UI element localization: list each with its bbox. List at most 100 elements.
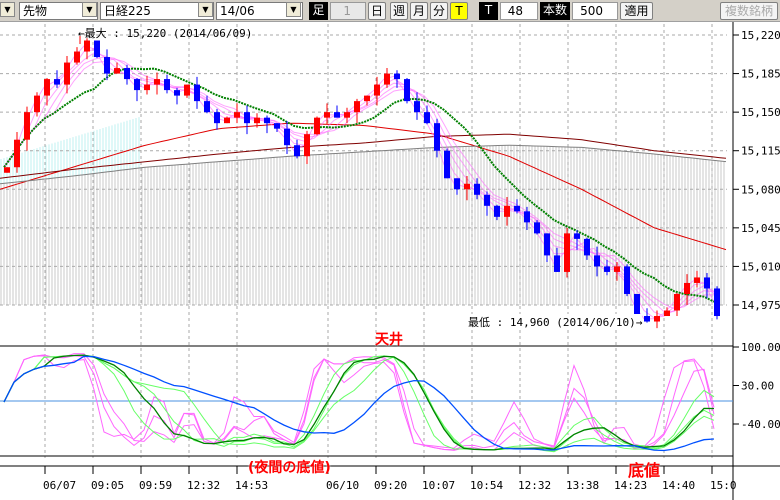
contract-dropdown-button[interactable]: ▼ bbox=[286, 2, 301, 17]
candle-body bbox=[304, 134, 310, 157]
apply-button[interactable]: 適用 bbox=[620, 2, 653, 20]
moving-average-long_ma_brown bbox=[0, 133, 727, 179]
candle-body bbox=[594, 255, 600, 267]
candle-body bbox=[374, 84, 380, 96]
candle-body bbox=[324, 112, 330, 118]
x-tick-label: 12:32 bbox=[187, 479, 220, 492]
candle-body bbox=[664, 310, 670, 317]
candle-body bbox=[34, 95, 40, 113]
candle-body bbox=[24, 112, 30, 140]
oscillator-fast-line bbox=[3, 355, 715, 449]
candle-body bbox=[294, 145, 300, 157]
candle-body bbox=[164, 79, 170, 91]
osc-tick-label: 30.00 bbox=[741, 380, 774, 393]
candle-body bbox=[434, 123, 440, 151]
bar-label: 足 bbox=[309, 2, 328, 20]
index-select[interactable]: 日経225 bbox=[100, 2, 214, 20]
candle-body bbox=[504, 205, 510, 217]
candle-body bbox=[254, 117, 260, 124]
oscillator-mid-line bbox=[3, 354, 715, 453]
x-tick-label: 09:59 bbox=[139, 479, 172, 492]
candle-body bbox=[14, 139, 20, 168]
candle-body bbox=[554, 255, 560, 272]
oscillator-fast-line bbox=[3, 354, 715, 451]
min-annotation: 最低 : 14,960 (2014/06/10)→ bbox=[468, 314, 643, 330]
candle-body bbox=[234, 112, 240, 118]
month-button[interactable]: 月 bbox=[410, 2, 428, 20]
candle-body bbox=[514, 205, 520, 212]
candle-body bbox=[524, 211, 530, 223]
candle-body bbox=[614, 266, 620, 272]
count-value-input[interactable]: 500 bbox=[572, 2, 618, 20]
ceiling-annotation: 天井 bbox=[375, 332, 403, 348]
candle-body bbox=[104, 57, 110, 74]
osc-tick-label: -40.00 bbox=[741, 418, 780, 431]
candle-body bbox=[454, 178, 460, 190]
candle-body bbox=[184, 84, 190, 96]
candle-body bbox=[394, 73, 400, 80]
candle-body bbox=[194, 84, 200, 102]
candle-body bbox=[704, 277, 710, 289]
candle-body bbox=[714, 288, 720, 317]
osc-tick-label: 100.00 bbox=[741, 341, 780, 354]
moving-average-long_ma_red bbox=[0, 122, 727, 251]
minute-button[interactable]: 分 bbox=[430, 2, 448, 20]
price-tick-label: 15,115 bbox=[741, 145, 780, 158]
candle-body bbox=[44, 79, 50, 96]
candle-body bbox=[424, 112, 430, 124]
price-tick-label: 15,045 bbox=[741, 222, 780, 235]
candle-body bbox=[474, 183, 480, 195]
candle-body bbox=[274, 123, 280, 129]
candle-body bbox=[354, 101, 360, 113]
x-tick-label: 09:20 bbox=[374, 479, 407, 492]
candle-body bbox=[334, 112, 340, 118]
contract-select[interactable]: 14/06 bbox=[216, 2, 303, 20]
t-button[interactable]: T bbox=[450, 2, 468, 20]
oscillator-green-line bbox=[3, 354, 715, 451]
price-tick-label: 14,975 bbox=[741, 299, 780, 312]
candle-body bbox=[284, 128, 290, 146]
candle-body bbox=[574, 233, 580, 239]
candle-body bbox=[684, 282, 690, 294]
candle-body bbox=[604, 266, 610, 272]
candle-body bbox=[654, 316, 660, 322]
oscillator-mid-line bbox=[3, 354, 715, 452]
candle-body bbox=[4, 167, 10, 173]
candle-body bbox=[54, 79, 60, 85]
market-select[interactable]: 先物 bbox=[19, 2, 98, 20]
candle-body bbox=[174, 90, 180, 96]
candle-body bbox=[134, 79, 140, 91]
price-chart: 15,220 15,185 15,150 15,115 15,080 15,045 15,0… bbox=[0, 22, 780, 500]
oscillator-blue-line bbox=[3, 355, 715, 452]
candle-body bbox=[694, 277, 700, 283]
candle-body bbox=[344, 112, 350, 118]
candle-body bbox=[464, 183, 470, 190]
candle-body bbox=[584, 238, 590, 256]
candle-body bbox=[264, 117, 270, 124]
week-button[interactable]: 週 bbox=[390, 2, 408, 20]
menu-dropdown-button[interactable]: ▼ bbox=[0, 2, 15, 17]
candle-body bbox=[534, 222, 540, 234]
x-tick-label: 14:40 bbox=[662, 479, 695, 492]
moving-average-long_ma_gray bbox=[0, 144, 727, 185]
x-tick-label: 15:0 bbox=[710, 479, 737, 492]
price-tick-label: 15,150 bbox=[741, 106, 780, 119]
candle-body bbox=[674, 293, 680, 311]
x-tick-label: 10:07 bbox=[422, 479, 455, 492]
candle-body bbox=[124, 68, 130, 80]
oscillator-fast-line bbox=[3, 353, 715, 451]
candle-body bbox=[204, 101, 210, 113]
market-dropdown-button[interactable]: ▼ bbox=[82, 2, 97, 17]
multi-symbol-button[interactable]: 複数銘柄 bbox=[720, 2, 778, 20]
candle-body bbox=[94, 40, 100, 58]
day-button[interactable]: 日 bbox=[368, 2, 386, 20]
ribbon-ma bbox=[3, 58, 714, 310]
x-tick-label: 09:05 bbox=[91, 479, 124, 492]
t-label: T bbox=[479, 2, 498, 20]
candle-body bbox=[144, 84, 150, 91]
bar-value-input[interactable]: 1 bbox=[330, 2, 366, 20]
index-dropdown-button[interactable]: ▼ bbox=[198, 2, 213, 17]
t-value-input[interactable]: 48 bbox=[500, 2, 538, 20]
x-tick-label: 10:54 bbox=[470, 479, 503, 492]
candle-body bbox=[64, 62, 70, 85]
